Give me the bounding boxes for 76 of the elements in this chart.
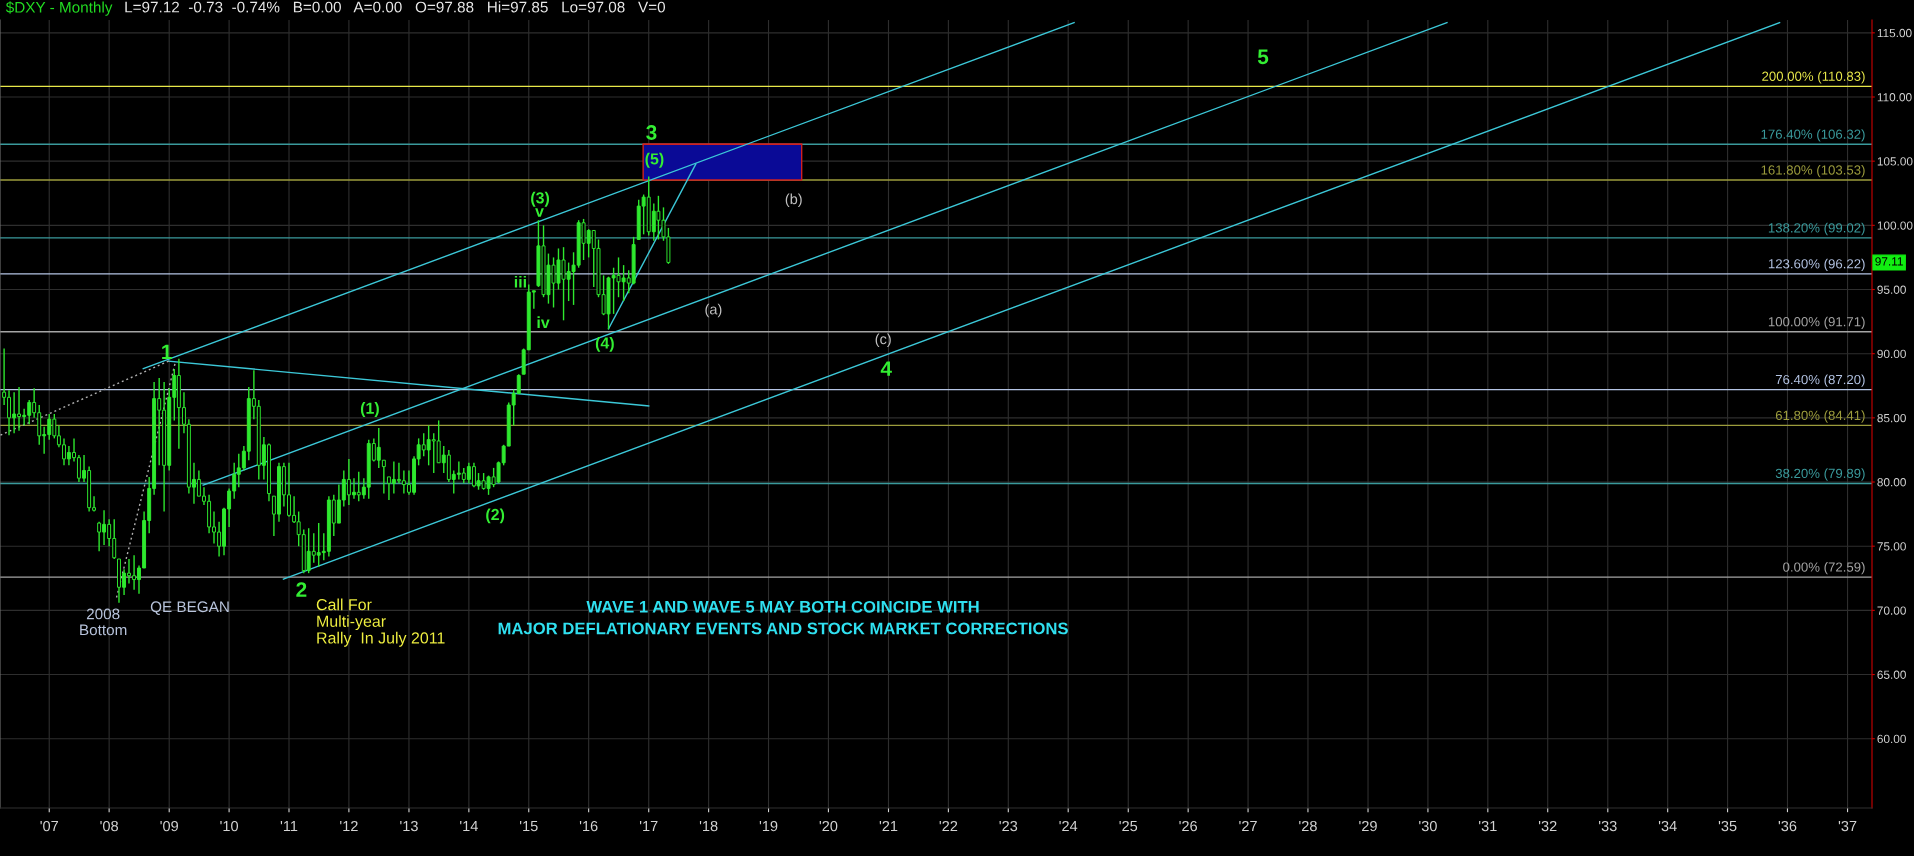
x-tick-label: '19 (759, 820, 778, 832)
x-tick-label: '21 (879, 820, 898, 832)
x-tick-label: '08 (100, 820, 118, 832)
y-tick-label: 95.00 (1877, 285, 1906, 294)
y-tick-label: 90.00 (1877, 349, 1906, 359)
x-tick-label: '12 (340, 820, 358, 832)
x-tick-label: '20 (819, 820, 838, 832)
annotation: 97.11 (1875, 257, 1903, 266)
x-tick-label: '34 (1658, 820, 1677, 832)
y-tick-label: 65.00 (1877, 670, 1906, 679)
x-tick-label: '29 (1359, 820, 1377, 832)
x-tick-label: '23 (999, 820, 1018, 832)
annotation: 3 (646, 125, 657, 140)
y-tick-label: 85.00 (1877, 413, 1906, 423)
y-tick-label: 75.00 (1877, 542, 1906, 551)
chart-subtitle: L=97.12 -0.73 -0.74% B=0.00 A=0.00 O=97.88 Hi=97.85 Lo=97.08 V=0 (125, 1, 666, 13)
annotation: (1) (360, 402, 379, 417)
y-tick-label: 60.00 (1877, 734, 1906, 744)
x-tick-label: '37 (1838, 820, 1857, 832)
annotation: WAVE 1 AND WAVE 5 MAY BOTH COINCIDE WITH MAJOR DEFLATIONARY EVENTS AND STOCK MARKET CORRECTIONS (498, 600, 1068, 635)
x-tick-label: '28 (1299, 820, 1317, 832)
x-tick-label: '22 (939, 820, 958, 832)
ref-line-label: 100.00% (91.71) (1768, 316, 1865, 329)
y-tick-label: 80.00 (1877, 478, 1906, 487)
x-tick-label: '26 (1179, 820, 1198, 832)
x-tick-label: '25 (1119, 820, 1138, 832)
x-tick-label: '18 (699, 820, 718, 832)
annotation: (b) (785, 193, 802, 208)
annotation: 5 (1257, 49, 1269, 65)
x-tick-label: '24 (1059, 820, 1078, 832)
annotation: Call For Multi-year Rally In July 2011 (316, 598, 445, 647)
y-tick-label: 115.00 (1877, 28, 1912, 38)
chart-title: $DXY - Monthly (5, 1, 113, 16)
x-tick-label: '30 (1419, 820, 1437, 832)
annotation: 1 (162, 344, 172, 360)
y-tick-label: 110.00 (1877, 93, 1912, 102)
x-tick-label: '15 (520, 821, 538, 832)
annotation: 2008 Bottom (80, 608, 127, 636)
ref-line-label: 200.00% (110.83) (1762, 71, 1865, 84)
x-tick-label: '10 (220, 820, 239, 832)
annotation: (2) (486, 508, 505, 524)
x-tick-label: '35 (1718, 820, 1737, 832)
annotation: (a) (705, 303, 722, 318)
x-tick-label: '17 (639, 821, 658, 832)
annotation: (3) (531, 191, 550, 207)
ref-line-label: 38.20% (79.89) (1775, 468, 1865, 481)
annotation: iii (514, 275, 526, 288)
y-tick-label: 70.00 (1877, 606, 1906, 615)
y-tick-label: 100.00 (1877, 221, 1913, 230)
ref-line-label: 76.40% (87.20) (1775, 374, 1865, 387)
annotation: (c) (875, 333, 891, 348)
x-tick-label: '13 (400, 820, 418, 832)
annotation: iv (537, 316, 550, 328)
annotation: 4 (880, 361, 892, 376)
x-tick-label: '07 (40, 820, 58, 832)
ref-line-label: 123.60% (96.22) (1768, 258, 1865, 272)
x-tick-label: '14 (460, 821, 478, 832)
ref-line-label: 161.80% (103.53) (1761, 164, 1865, 178)
ref-line-label: 0.00% (72.59) (1783, 562, 1865, 575)
annotation: (4) (595, 336, 614, 352)
x-tick-label: '33 (1599, 820, 1617, 832)
y-tick-label: 105.00 (1877, 157, 1913, 166)
annotation: v (535, 208, 544, 217)
x-tick-label: '32 (1538, 820, 1557, 832)
x-tick-label: '36 (1778, 820, 1797, 832)
annotation: (5) (645, 152, 664, 168)
annotation: QE BEGAN (150, 601, 229, 615)
x-tick-label: '27 (1239, 820, 1257, 832)
x-tick-label: '09 (160, 820, 179, 832)
ref-line-label: 176.40% (106.32) (1761, 129, 1865, 142)
x-tick-label: '16 (579, 820, 598, 832)
x-tick-label: '31 (1479, 820, 1497, 832)
ref-line-label: 138.20% (99.02) (1768, 222, 1865, 236)
annotation: 2 (296, 582, 307, 597)
ref-line-label: 61.80% (84.41) (1775, 410, 1865, 423)
x-tick-label: '11 (280, 821, 298, 832)
